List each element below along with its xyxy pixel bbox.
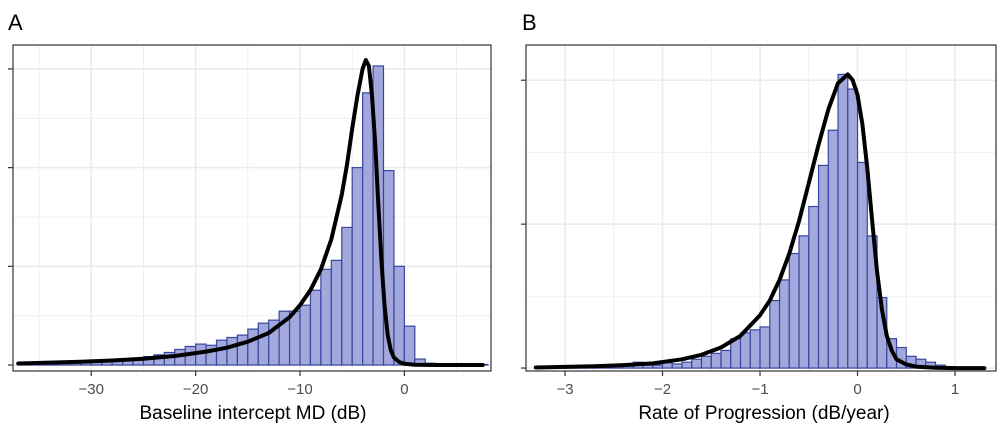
panel-b-grid xyxy=(526,45,996,371)
panel-b-histogram-bar xyxy=(700,355,712,369)
panel-b-histogram-bar xyxy=(720,349,732,369)
panel-b-histogram-bar xyxy=(827,129,839,369)
panel-b-x-tick-label: 0 xyxy=(853,381,861,398)
panel-b-histogram-bar xyxy=(798,235,810,369)
panel-b-histogram-bar xyxy=(749,329,761,369)
panel-a-x-tick-label: −30 xyxy=(79,381,104,398)
panel-a-histogram-bar xyxy=(215,339,228,366)
panel-a-histogram-bar xyxy=(320,268,332,366)
panel-b-histogram-bar xyxy=(730,338,742,369)
panel-b-histogram-bar xyxy=(808,205,820,369)
panel-b-histogram-bar xyxy=(847,88,859,369)
panel-a-curve xyxy=(16,58,485,367)
panel-b-x-tick-label: −2 xyxy=(654,381,671,398)
panel-a-histogram-bar xyxy=(393,265,405,366)
panel-b-density-curve xyxy=(533,72,987,371)
panel-b-x-tick-label: −1 xyxy=(751,381,768,398)
panel-a-histogram-bar xyxy=(236,334,249,366)
panel-b-histogram-bar xyxy=(788,252,800,369)
panel-b-curve xyxy=(533,72,987,371)
panel-a-histogram-bar xyxy=(247,328,259,366)
panel-a-label: A xyxy=(8,10,23,35)
panel-b-histogram-bar xyxy=(817,164,829,369)
panel-b-x-axis-label: Rate of Progression (dB/year) xyxy=(638,403,889,424)
panel-a-histogram-bar xyxy=(330,259,343,366)
panel-b-histogram-bar xyxy=(739,332,751,369)
panel-a-x-tick-label: −20 xyxy=(183,381,208,398)
panel-a-histogram-bar xyxy=(341,226,353,366)
panel-a-histogram-bar xyxy=(403,325,416,366)
panel-a-histogram-bar xyxy=(288,310,301,366)
panel-b-axis: −3 −2 −1 0 1 xyxy=(521,79,959,398)
panel-b-histogram-bar xyxy=(778,279,790,369)
panel-a-x-tick-label: −10 xyxy=(287,381,312,398)
panel-b-label: B xyxy=(522,10,537,35)
panel-a-density-curve xyxy=(16,58,485,367)
panel-a-axis: −30 −20 −10 0 xyxy=(8,68,409,398)
panel-b-histogram-bar xyxy=(759,326,771,369)
panel-b-histogram-bar xyxy=(691,358,703,369)
panel-a: A −30 −20 −10 0 Baseline intercept MD (dB) xyxy=(8,10,492,424)
panel-a-histogram-bar xyxy=(257,322,270,366)
panel-b-histogram-bar xyxy=(769,299,781,369)
panel-a-histogram-bar xyxy=(351,167,364,366)
panel-a-histogram-bar xyxy=(226,336,238,366)
panel-b-histogram-bar xyxy=(652,364,664,369)
panel-a-background xyxy=(13,45,491,371)
panel-a-histogram-bar xyxy=(309,289,322,366)
panel-b-histogram-bar xyxy=(837,73,849,369)
panel-a-histogram-bar xyxy=(299,304,312,366)
panel-b-histogram-bar xyxy=(710,352,722,369)
panel-b-histogram-bar xyxy=(671,363,683,369)
panel-b: B −3 −2 −1 0 1 Rate of Progression (dB/year) xyxy=(521,10,997,424)
panel-a-x-axis-label: Baseline intercept MD (dB) xyxy=(139,403,366,424)
panel-a-grid xyxy=(13,45,491,371)
panel-a-frame xyxy=(12,44,492,372)
panel-b-histogram-bar xyxy=(856,161,868,369)
panel-a-x-tick-label: 0 xyxy=(400,381,408,398)
panel-b-frame xyxy=(525,44,997,372)
panel-b-background xyxy=(526,45,996,371)
panel-a-histogram-bar xyxy=(362,92,374,366)
panel-b-histogram-bar xyxy=(681,361,693,369)
panel-b-x-tick-label: 1 xyxy=(951,381,959,398)
panel-b-x-tick-label: −3 xyxy=(556,381,573,398)
